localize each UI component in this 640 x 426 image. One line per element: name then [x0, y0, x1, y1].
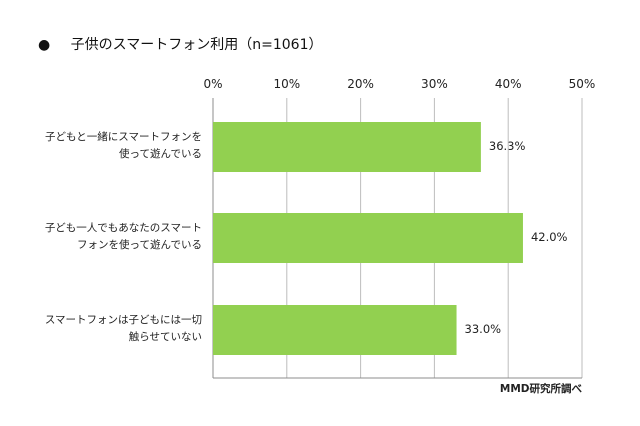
category-label: 子ども一人でもあなたのスマート フォンを使って遊んでいる	[44, 222, 202, 251]
title-bullet-icon: ●	[38, 37, 51, 53]
chart-title: 子供のスマートフォン利用（n=1061）	[70, 37, 323, 53]
x-axis-tick-label: 0%	[203, 77, 223, 91]
x-axis-tick-label: 30%	[421, 77, 448, 91]
chart-title-row: ● 子供のスマートフォン利用（n=1061）	[38, 34, 322, 54]
bar	[213, 213, 523, 263]
category-label: 子どもと一緒にスマートフォンを 使って遊んでいる	[45, 131, 202, 160]
source-note: MMD研究所調べ	[499, 383, 582, 395]
data-label: 36.3%	[488, 139, 526, 153]
bar	[213, 305, 457, 355]
x-axis-tick-label: 40%	[494, 77, 522, 91]
x-axis-tick-label: 20%	[347, 77, 374, 91]
data-label: 33.0%	[464, 322, 502, 336]
category-label: スマートフォンは子どもには一切 触らせていない	[44, 314, 202, 343]
bar	[213, 122, 481, 172]
x-axis-tick-label: 10%	[273, 77, 301, 91]
x-axis-tick-label: 50%	[568, 77, 596, 91]
data-label: 42.0%	[530, 230, 568, 244]
